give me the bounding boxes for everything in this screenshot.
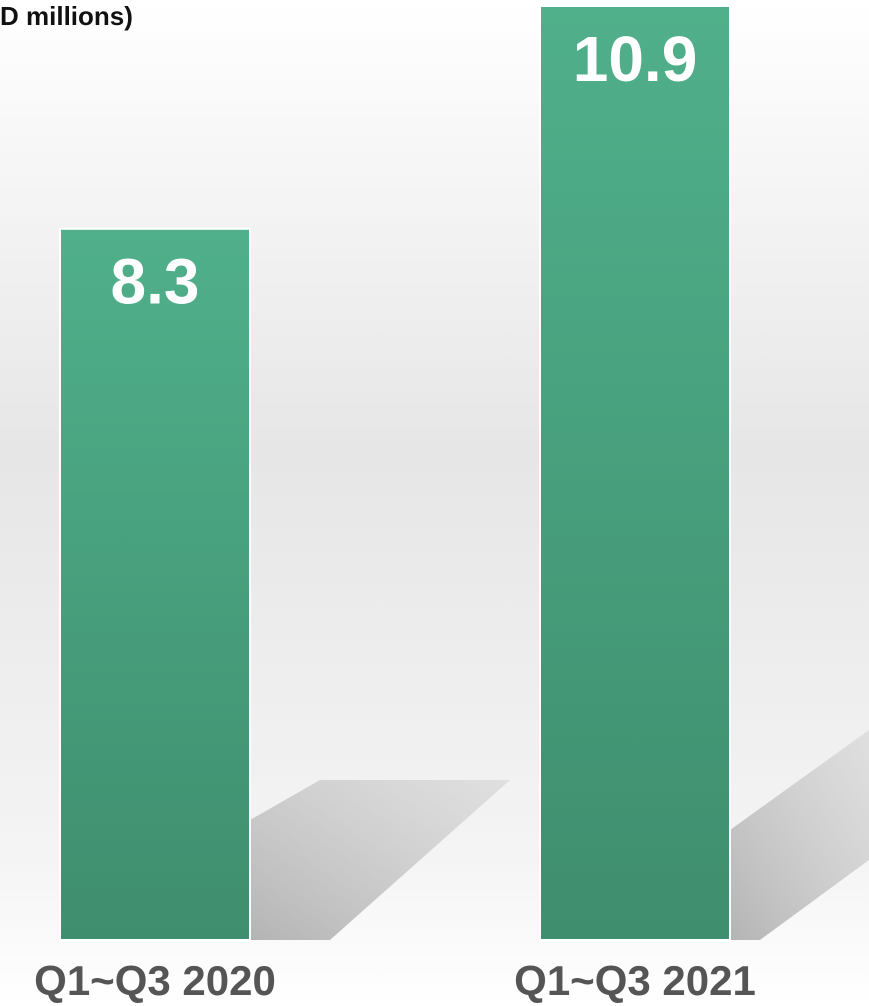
bar bbox=[59, 227, 251, 941]
bar-shadow bbox=[730, 730, 869, 940]
bar-shadow bbox=[250, 780, 510, 940]
value-label: 10.9 bbox=[573, 23, 698, 95]
x-tick-label: Q1~Q3 2020 bbox=[34, 957, 276, 1004]
value-label: 8.3 bbox=[111, 246, 200, 318]
x-tick-label: Q1~Q3 2021 bbox=[514, 957, 756, 1004]
bar bbox=[539, 5, 731, 941]
chart-title: D millions) bbox=[0, 1, 133, 31]
